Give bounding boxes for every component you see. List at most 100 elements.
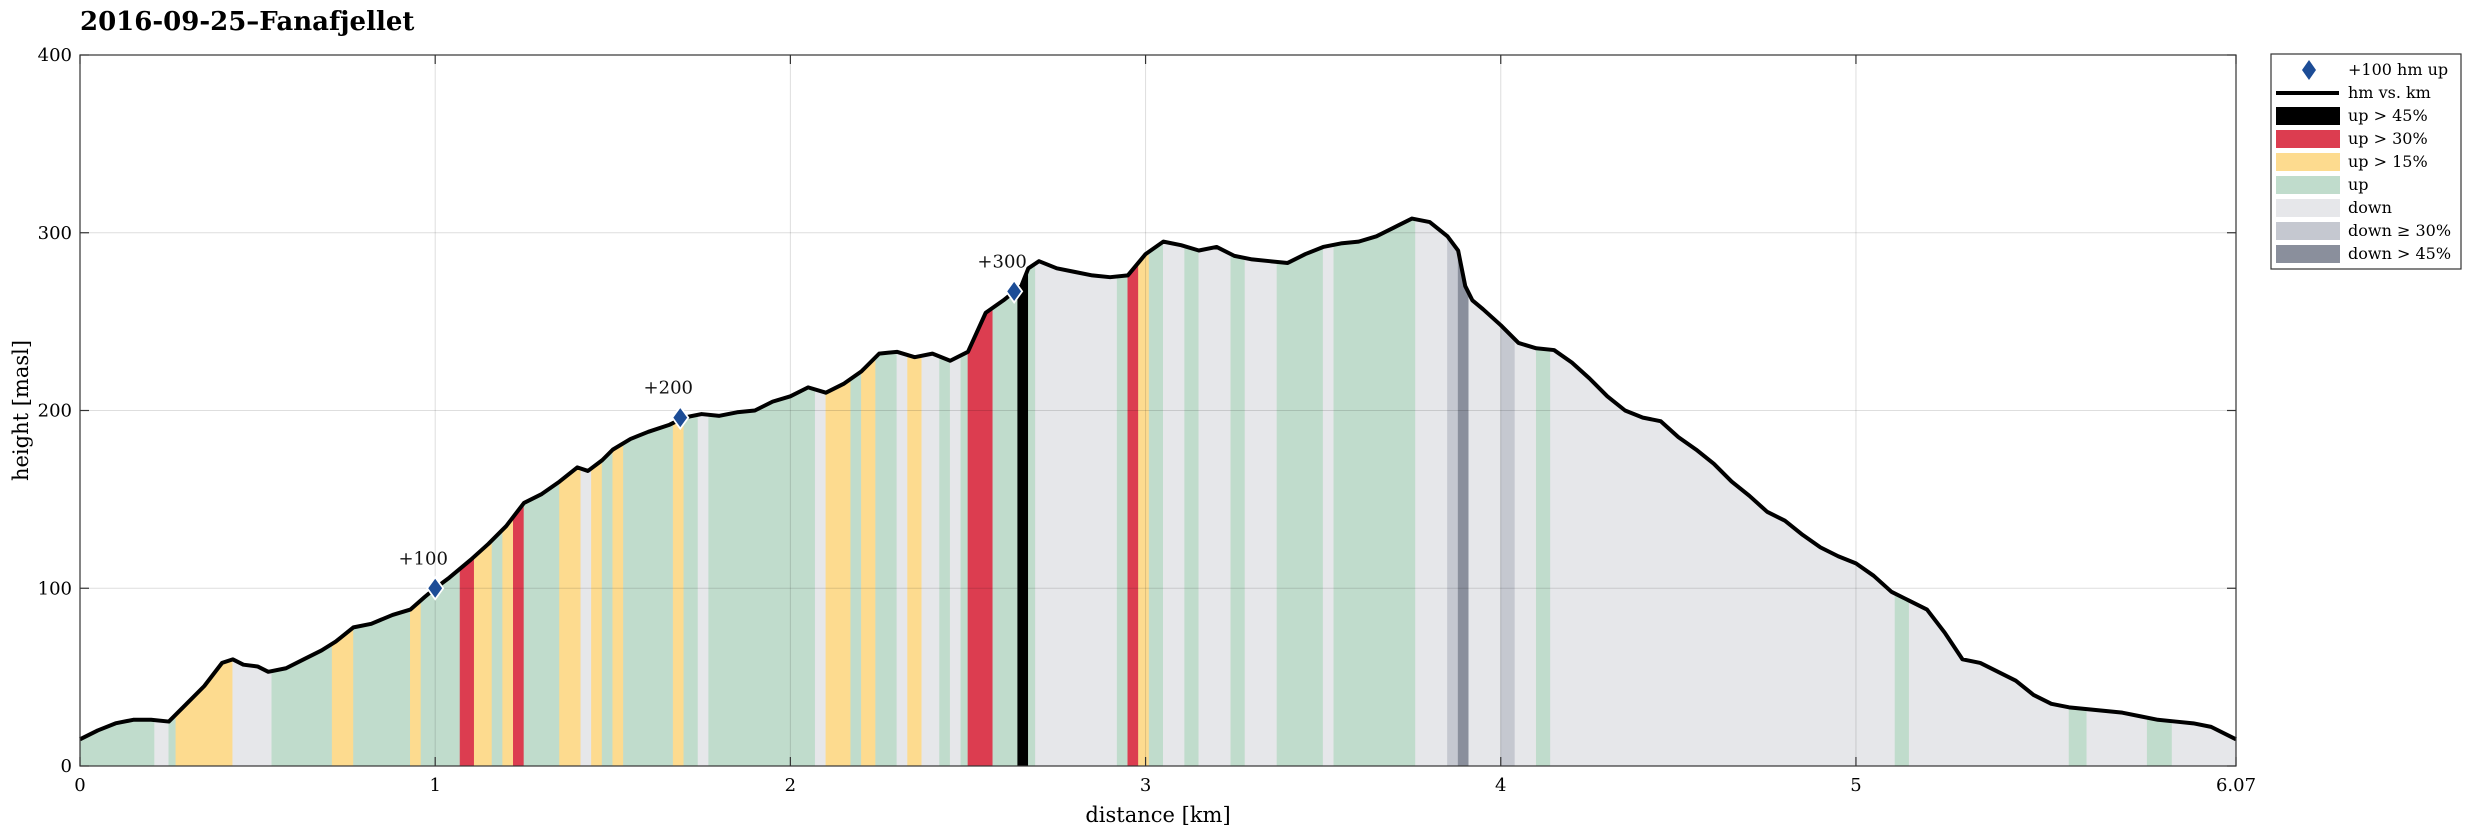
band-up-19 (601, 448, 614, 767)
band-down-24 (697, 413, 709, 767)
band-up-64 (2068, 707, 2088, 767)
marker-group: +100 +200 +300 (398, 251, 1027, 601)
band-up-36 (960, 351, 969, 767)
band-up15-8 (410, 599, 422, 767)
chart-title: 2016-09-25–Fanafjellet (80, 7, 414, 37)
band-down-17 (580, 467, 592, 767)
band-up15-32 (907, 354, 923, 767)
band-up15-13 (502, 515, 514, 767)
band-up-53 (1333, 218, 1416, 767)
band-down-26 (814, 389, 827, 767)
y-axis-label: height [masl] (9, 340, 33, 481)
band-up15-11 (473, 539, 493, 767)
band-down-57 (1468, 293, 1502, 767)
legend-swatch-up (2276, 176, 2340, 194)
legend-swatch-marker (2302, 60, 2316, 80)
marker-diamond-0 (426, 575, 445, 601)
legend-label-up: up (2348, 175, 2369, 194)
marker-label-2: +300 (977, 251, 1026, 272)
band-down-41 (1035, 260, 1118, 767)
band-up30-43 (1127, 261, 1139, 767)
x-tick-label-4: 4 (1495, 775, 1506, 796)
elevation-line (79, 216, 2237, 742)
band-up-21 (623, 422, 674, 767)
band-up-38 (992, 288, 1018, 767)
y-tick-label-3: 300 (38, 223, 72, 244)
legend-swatch-up15 (2276, 153, 2340, 171)
band-up-45 (1148, 241, 1164, 767)
band-up30-14 (513, 502, 525, 767)
band-up-40 (1028, 262, 1036, 767)
band-up15-20 (612, 442, 624, 767)
axis-ticks: 0 1 2 3 4 5 6.07 0 100 200 300 400 (38, 45, 2256, 796)
band-up-7 (353, 609, 411, 767)
legend-label-down: down (2348, 198, 2392, 217)
legend-swatch-up45 (2276, 107, 2340, 125)
grid-lines (80, 55, 2236, 766)
legend-label-up30: up > 30% (2348, 129, 2428, 148)
band-down-31 (896, 351, 908, 767)
band-up15-44 (1138, 251, 1150, 767)
band-down-35 (949, 354, 962, 767)
band-up-25 (708, 387, 816, 767)
band-down-50 (1244, 257, 1278, 767)
band-down-59 (1514, 338, 1537, 767)
x-tick-label-1: 1 (429, 775, 440, 796)
y-tick-label-0: 0 (61, 756, 72, 777)
band-up15-18 (591, 459, 603, 767)
band-up-15 (523, 481, 560, 767)
marker-diamond-1 (671, 405, 690, 431)
gradient-bands (79, 218, 2237, 767)
band-up-47 (1184, 245, 1200, 767)
x-tick-label-5: 5 (1850, 775, 1861, 796)
band-up15-27 (825, 378, 852, 767)
band-up15-16 (559, 467, 582, 767)
band-up-51 (1276, 246, 1324, 767)
band-down-33 (921, 353, 940, 767)
band-up-30 (875, 351, 898, 767)
band-up-42 (1116, 275, 1129, 767)
x-tick-label-3: 3 (1140, 775, 1151, 796)
band-down-1 (154, 719, 170, 767)
band-up-66 (2146, 717, 2173, 767)
band-up15-22 (672, 417, 685, 767)
band-down-54 (1415, 218, 1448, 767)
band-up-12 (491, 528, 503, 767)
legend-swatch-down30 (2276, 222, 2340, 240)
band-up15-6 (331, 626, 354, 767)
band-down-52 (1322, 244, 1335, 767)
band-up-49 (1230, 253, 1246, 767)
band-down30-55 (1447, 235, 1459, 767)
band-up-28 (850, 370, 862, 767)
legend-label-marker: +100 hm up (2348, 60, 2448, 79)
band-up15-29 (861, 356, 876, 767)
legend-label-line: hm vs. km (2348, 83, 2431, 102)
band-up15-3 (175, 658, 234, 767)
y-tick-label-1: 100 (38, 578, 72, 599)
band-down-4 (232, 658, 273, 767)
band-down-48 (1198, 246, 1232, 767)
legend: +100 hm up hm vs. km up > 45% up > 30% up > … (2270, 53, 2462, 270)
band-down-63 (1908, 600, 2070, 767)
y-tick-label-2: 200 (38, 401, 72, 422)
legend-label-up15: up > 15% (2348, 152, 2428, 171)
band-down45-56 (1457, 250, 1470, 767)
x-axis-label: distance [km] (1085, 803, 1230, 827)
band-up30-37 (967, 307, 994, 767)
legend-label-up45: up > 45% (2348, 106, 2428, 125)
legend-swatch-down45 (2276, 245, 2340, 263)
legend-swatch-down (2276, 199, 2340, 217)
band-up-23 (683, 414, 699, 767)
band-down30-58 (1500, 324, 1516, 767)
x-tick-label-2: 2 (785, 775, 796, 796)
marker-diamond-2 (1005, 278, 1024, 304)
x-tick-label-6: 6.07 (2216, 775, 2256, 796)
band-down-46 (1163, 241, 1185, 767)
marker-label-1: +200 (644, 378, 693, 399)
band-up-0 (79, 719, 155, 767)
band-up-62 (1894, 593, 1910, 767)
marker-label-0: +100 (398, 548, 447, 569)
band-down-67 (2171, 720, 2237, 767)
legend-swatch-up30 (2276, 130, 2340, 148)
